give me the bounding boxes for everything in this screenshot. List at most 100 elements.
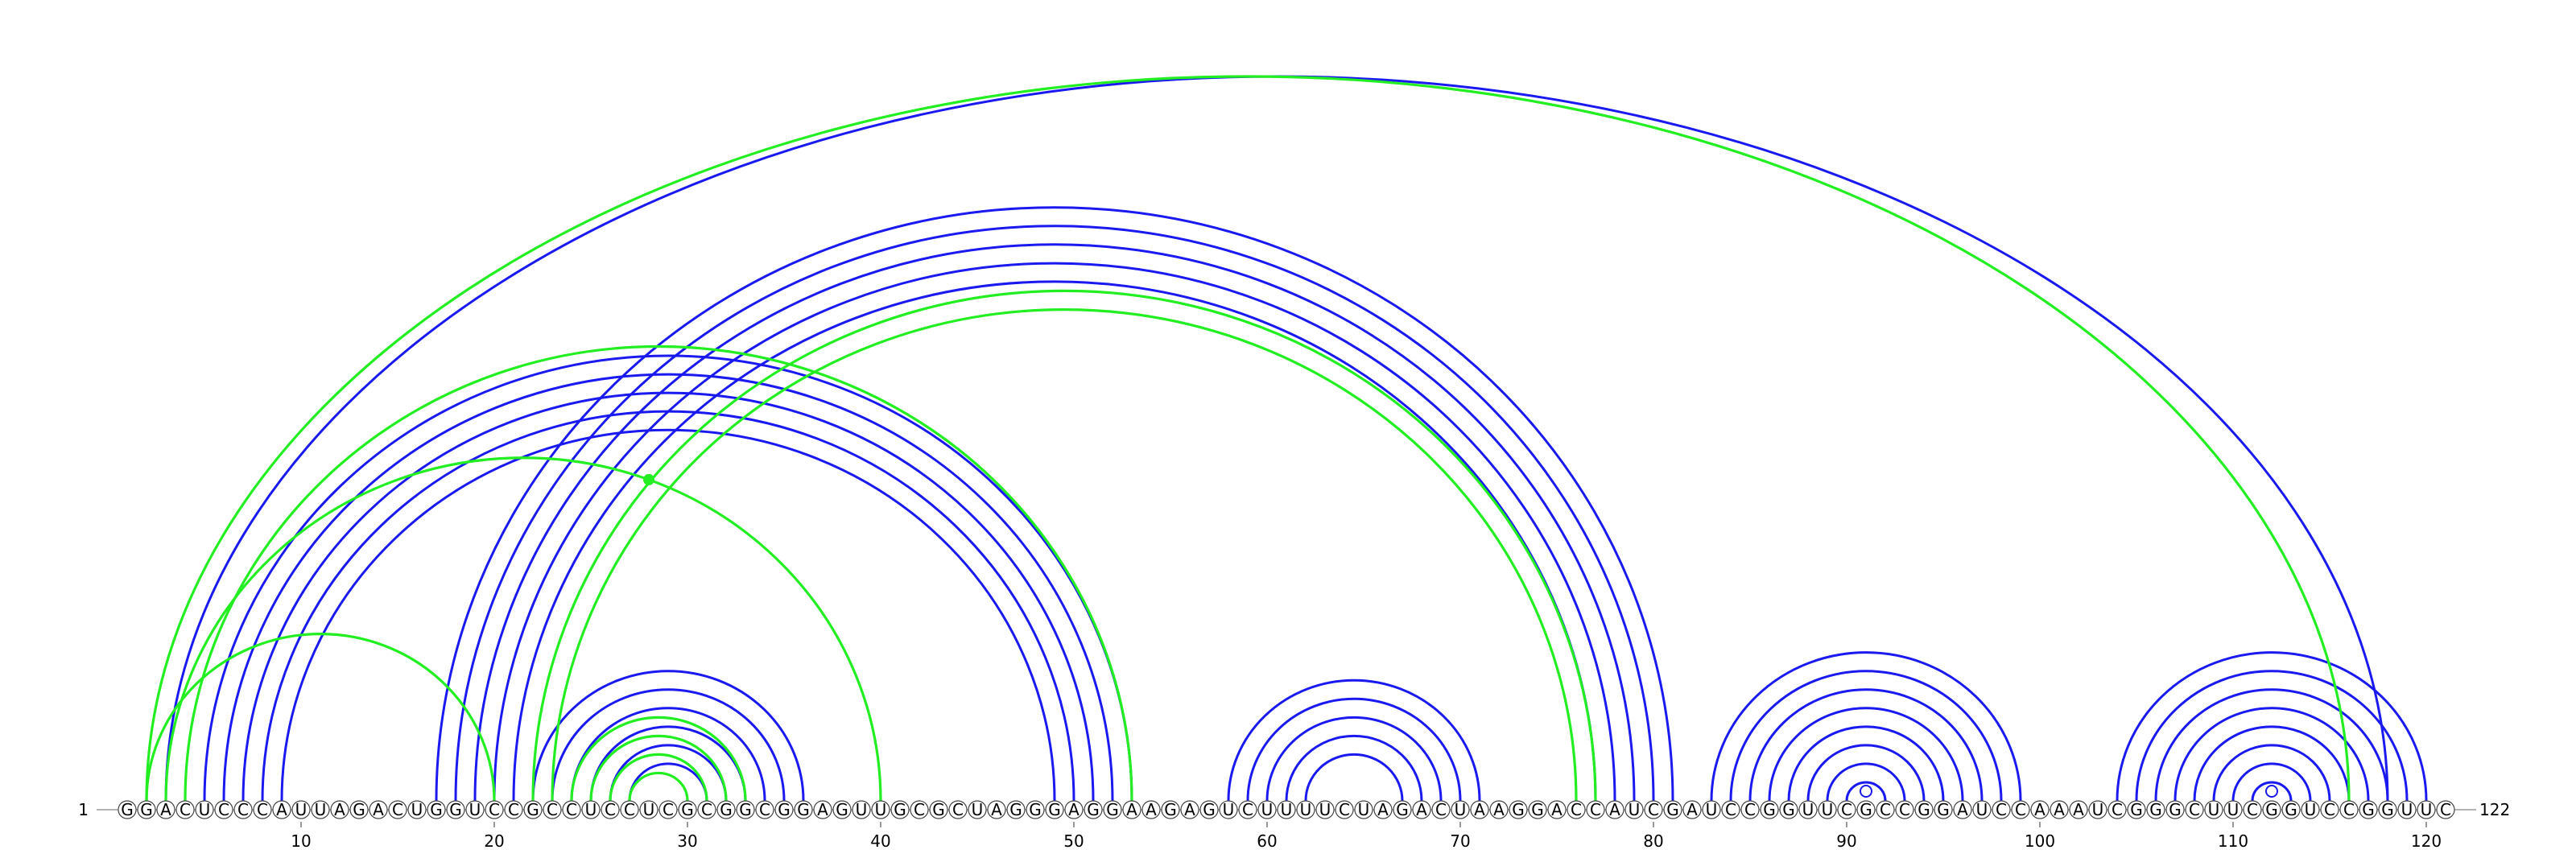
nucleotide-111: C <box>2243 800 2262 819</box>
nucleotide-letter: G <box>720 800 733 819</box>
nucleotide-114: U <box>2301 800 2320 819</box>
nucleotide-letter: U <box>1629 800 1641 819</box>
green-arc-25-32 <box>589 734 728 802</box>
nucleotide-121: C <box>2436 800 2455 819</box>
nucleotide-letter: U <box>1319 800 1331 819</box>
nucleotide-letter: G <box>1918 800 1930 819</box>
nucleotide-letter: G <box>681 800 694 819</box>
nucleotide-88: U <box>1798 800 1818 819</box>
nucleotide-120: U <box>2417 800 2436 819</box>
nucleotide-57: G <box>1199 800 1219 819</box>
nucleotide-29: C <box>658 800 678 819</box>
nucleotide-12: A <box>330 800 349 819</box>
nucleotide-66: A <box>1373 800 1393 819</box>
sequence-end-label: 122 <box>2479 800 2510 819</box>
blue-arc-18-80 <box>454 225 1655 802</box>
nucleotide-letter: G <box>1048 800 1061 819</box>
nucleotide-41: G <box>890 800 910 819</box>
nucleotide-letter: A <box>1184 800 1195 819</box>
nucleotide-letter: C <box>2247 800 2258 819</box>
nucleotide-letter: A <box>2034 800 2046 819</box>
nucleotide-84: C <box>1721 800 1740 819</box>
nucleotide-58: U <box>1219 800 1238 819</box>
nucleotide-letter: A <box>1126 800 1137 819</box>
loop-marker-91 <box>1860 785 1872 798</box>
nucleotide-letter: C <box>1571 800 1582 819</box>
nucleotide-10: U <box>291 800 311 819</box>
nucleotide-118: G <box>2378 800 2397 819</box>
position-axis: 10 20 30 40 50 60 70 80 90 100 110 120 <box>291 822 2442 851</box>
nucleotide-115: C <box>2320 800 2339 819</box>
nucleotide-48: G <box>1026 800 1045 819</box>
nucleotide-letter: C <box>1899 800 1910 819</box>
nucleotide-36: G <box>794 800 813 819</box>
blue-arc-111-113 <box>2251 781 2293 802</box>
nucleotide-78: A <box>1605 800 1624 819</box>
nucleotide-77: C <box>1586 800 1605 819</box>
nucleotide-letter: U <box>2401 800 2413 819</box>
nucleotide-letter: C <box>566 800 577 819</box>
nucleotide-105: G <box>2127 800 2146 819</box>
nucleotide-letter: G <box>1666 800 1679 819</box>
nucleotide-letter: G <box>1203 800 1216 819</box>
green-arc-2-116 <box>145 75 2351 802</box>
nucleotide-letter: G <box>778 800 791 819</box>
nucleotide-letter: U <box>199 800 211 819</box>
blue-arc-108-116 <box>2193 725 2351 802</box>
axis-tick-label-80: 80 <box>1643 831 1663 851</box>
nucleotide-74: G <box>1528 800 1547 819</box>
nucleotide-letter: U <box>1706 800 1718 819</box>
nucleotide-letter: U <box>643 800 655 819</box>
nucleotide-79: U <box>1624 800 1644 819</box>
nucleotide-108: C <box>2185 800 2204 819</box>
nucleotide-letter: G <box>2285 800 2297 819</box>
nucleotide-letter: G <box>1782 800 1795 819</box>
nucleotide-letter: A <box>1416 800 1427 819</box>
nucleotide-letter: G <box>1512 800 1525 819</box>
nucleotide-letter: C <box>701 800 712 819</box>
nucleotide-letter: C <box>663 800 674 819</box>
nucleotide-56: A <box>1180 800 1199 819</box>
nucleotide-3: A <box>156 800 175 819</box>
nucleotide-letter: G <box>932 800 945 819</box>
nucleotide-letter: U <box>1822 800 1834 819</box>
nucleotide-30: G <box>678 800 697 819</box>
nucleotide-letter: A <box>1146 800 1157 819</box>
nucleotide-73: G <box>1509 800 1528 819</box>
nucleotide-44: C <box>948 800 968 819</box>
nucleotide-letter: G <box>1029 800 1042 819</box>
nucleotide-letter: U <box>585 800 597 819</box>
blue-arc-23-35 <box>551 688 786 802</box>
nucleotide-46: A <box>987 800 1006 819</box>
nucleotide-40: U <box>871 800 890 819</box>
nucleotide-letter: U <box>295 800 308 819</box>
nucleotide-27: C <box>620 800 639 819</box>
nucleotide-61: U <box>1277 800 1296 819</box>
nucleotide-28: U <box>639 800 658 819</box>
nucleotide-53: A <box>1122 800 1141 819</box>
nucleotide-letter: G <box>1860 800 1872 819</box>
blue-arc-110-114 <box>2231 762 2312 802</box>
nucleotide-83: U <box>1702 800 1721 819</box>
nucleotide-2: G <box>137 800 156 819</box>
green-arc-3-40 <box>164 456 882 802</box>
blue-arc-89-93 <box>1826 762 1906 802</box>
nucleotide-letter: U <box>875 800 887 819</box>
nucleotide-59: C <box>1238 800 1257 819</box>
nucleotide-80: C <box>1644 800 1663 819</box>
nucleotide-letter: G <box>2130 800 2143 819</box>
nucleotide-letter: G <box>2265 800 2278 819</box>
nucleotide-letter: A <box>1474 800 1485 819</box>
blue-arc-60-69 <box>1265 716 1443 802</box>
nucleotide-25: U <box>581 800 601 819</box>
blue-arc-19-79 <box>473 243 1636 802</box>
nucleotide-9: A <box>272 800 291 819</box>
nucleotide-letter: U <box>1261 800 1274 819</box>
nucleotide-45: U <box>968 800 987 819</box>
nucleotide-15: C <box>388 800 407 819</box>
nucleotide-letter: C <box>2015 800 2026 819</box>
nucleotide-14: A <box>369 800 388 819</box>
blue-arc-83-99 <box>1710 651 2022 802</box>
nucleotide-letter: G <box>2149 800 2162 819</box>
blue-arc-105-119 <box>2135 670 2409 802</box>
